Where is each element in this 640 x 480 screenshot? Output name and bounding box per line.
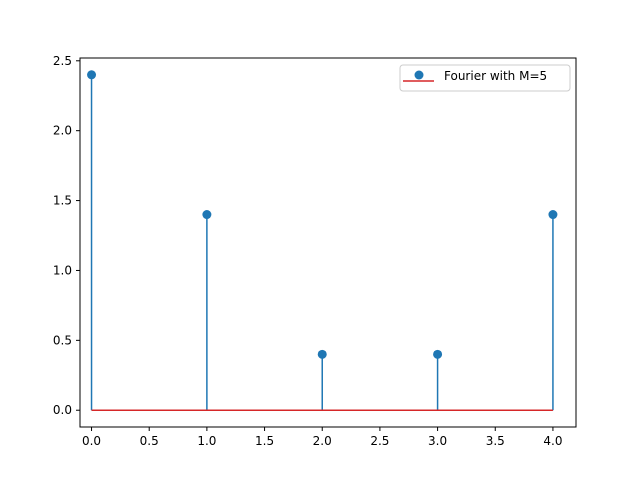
legend-box (399, 64, 571, 92)
x-tick-label: 1.5 (255, 434, 274, 448)
y-axis: 0.0 0.5 1.0 1.5 2.0 2.5 (53, 54, 80, 417)
x-tick-label: 0.5 (140, 434, 159, 448)
legend-label: Fourier with M=5 (444, 69, 547, 83)
marker-series (87, 70, 558, 359)
legend: Fourier with M=5 (399, 64, 571, 92)
stem-marker (548, 210, 558, 220)
y-tick-label: 1.5 (53, 194, 72, 208)
stem-marker (317, 349, 327, 359)
x-tick-label: 1.0 (197, 434, 216, 448)
x-tick-label: 3.5 (486, 434, 505, 448)
y-tick-label: 2.5 (53, 54, 72, 68)
stem-marker (202, 210, 212, 220)
legend-marker-swatch (414, 70, 424, 80)
x-tick-label: 3.0 (428, 434, 447, 448)
axes-frame (79, 57, 577, 428)
y-tick-label: 0.0 (53, 403, 72, 417)
y-tick-label: 1.0 (53, 263, 72, 277)
y-tick-label: 0.5 (53, 333, 72, 347)
x-axis: 0.0 0.5 1.0 1.5 2.0 2.5 3.0 3.5 4.0 (82, 427, 562, 448)
stem-marker (433, 349, 443, 359)
x-tick-label: 2.5 (370, 434, 389, 448)
stem-series (90, 74, 554, 411)
x-tick-label: 4.0 (543, 434, 562, 448)
stem-marker (87, 70, 97, 80)
x-tick-label: 0.0 (82, 434, 101, 448)
x-tick-label: 2.0 (313, 434, 332, 448)
y-tick-label: 2.0 (53, 124, 72, 138)
